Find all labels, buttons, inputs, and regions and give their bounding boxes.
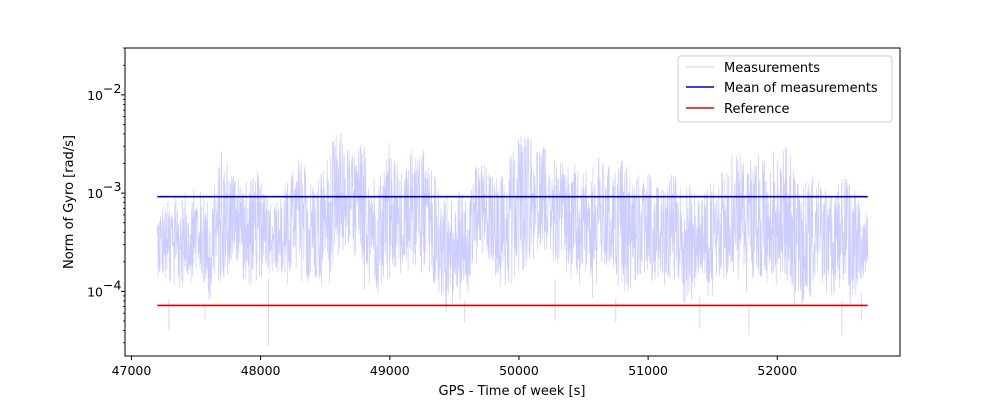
legend-label-mean: Mean of measurements [724, 81, 878, 96]
x-axis-label: GPS - Time of week [s] [439, 384, 586, 399]
legend: Measurements Mean of measurements Refere… [677, 55, 893, 123]
y-tick-exp-0: −4 [103, 277, 121, 292]
series-measurements [156, 133, 869, 312]
y-axis: 10−410−310−2 [87, 47, 125, 344]
legend-label-measurements: Measurements [724, 61, 820, 76]
x-tick-label-0: 47000 [112, 363, 152, 378]
x-tick-label-4: 51000 [628, 363, 668, 378]
y-axis-label: Norm of Gyro [rad/s] [62, 135, 77, 269]
y-tick-label-2: 10 [87, 88, 103, 103]
x-axis: 47000 48000 49000 50000 51000 52000 [112, 356, 797, 378]
y-tick-exp-1: −3 [103, 179, 121, 194]
series-layer [156, 133, 869, 346]
y-tick-label-0: 10 [87, 284, 103, 299]
x-tick-label-3: 50000 [499, 363, 539, 378]
plot-frame [124, 47, 901, 357]
y-tick-base-1: 10 [87, 186, 103, 201]
x-tick-label-1: 48000 [241, 363, 281, 378]
x-tick-label-2: 49000 [370, 363, 410, 378]
legend-box [677, 55, 893, 123]
y-tick-exp-2: −2 [103, 81, 121, 96]
x-tick-label-5: 52000 [757, 363, 797, 378]
plot-area [124, 47, 901, 357]
y-tick-base-2: 10 [87, 88, 103, 103]
legend-label-reference: Reference [724, 102, 789, 117]
y-tick-label-1: 10 [87, 186, 103, 201]
y-tick-base-0: 10 [87, 284, 103, 299]
